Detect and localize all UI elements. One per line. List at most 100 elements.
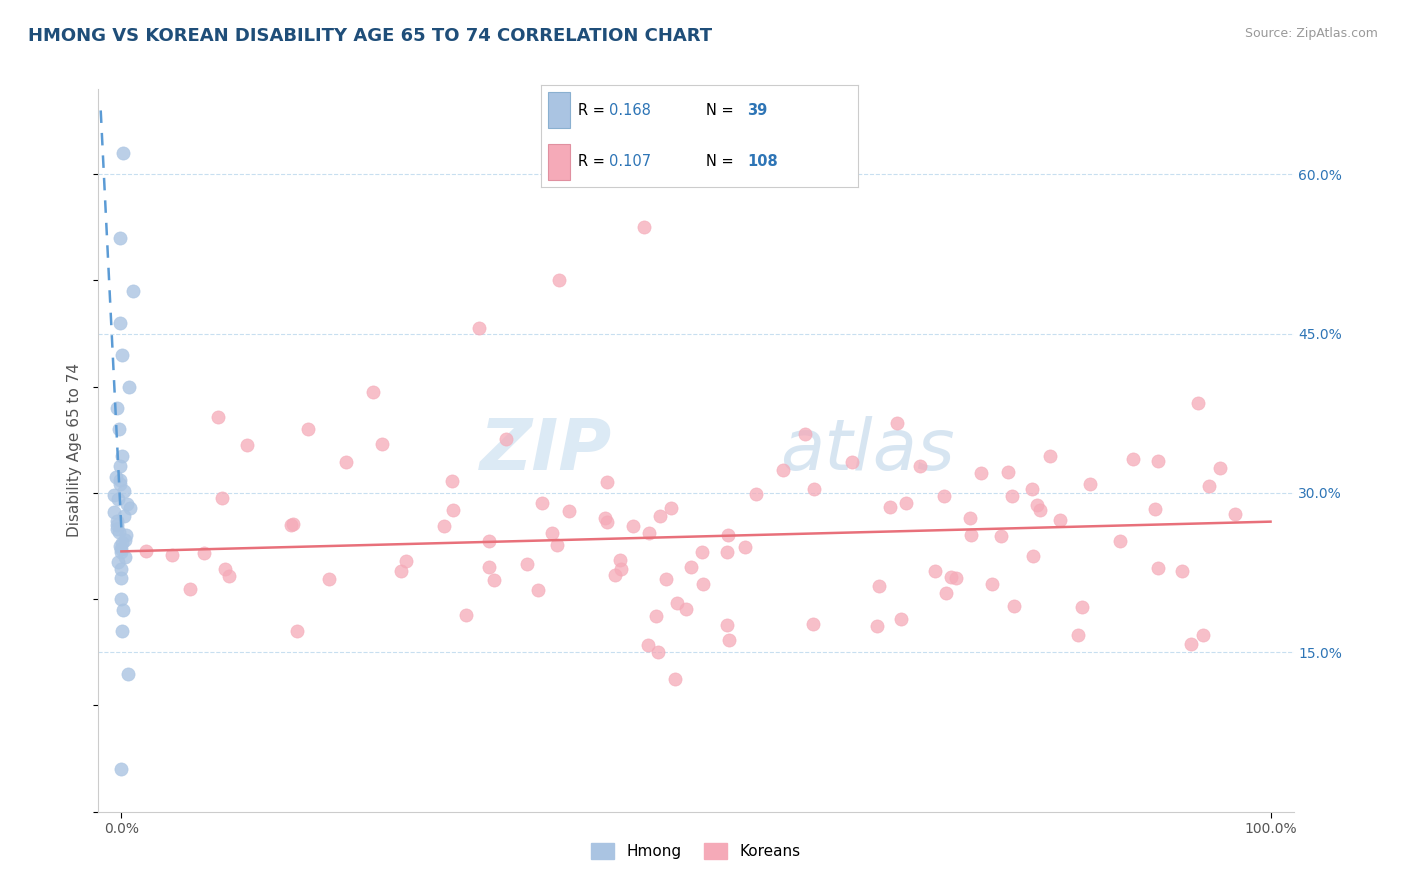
Point [866, 619, 889, 633]
Point [1122, 451, 1144, 466]
Point [717, 528, 740, 542]
Point [236, 438, 259, 452]
Point [1071, 599, 1094, 614]
Point [218, 569, 240, 583]
Point [1180, 637, 1202, 651]
Text: ZIP: ZIP [479, 416, 613, 485]
Point [433, 518, 456, 533]
Point [135, 544, 157, 558]
Point [1039, 449, 1062, 463]
Point [108, 477, 131, 491]
Text: 39: 39 [747, 103, 768, 118]
Point [108, 525, 131, 540]
Point [638, 525, 661, 540]
Point [879, 500, 901, 515]
Text: R =: R = [578, 103, 605, 118]
Point [193, 545, 215, 559]
Point [970, 467, 993, 481]
Point [112, 509, 135, 524]
Point [910, 458, 932, 473]
Point [516, 557, 538, 571]
Point [1109, 533, 1132, 548]
Point [745, 487, 768, 501]
Point [886, 416, 908, 430]
Point [441, 502, 464, 516]
Point [894, 496, 917, 510]
Point [621, 519, 644, 533]
Point [1143, 501, 1166, 516]
Point [793, 426, 815, 441]
Point [107, 492, 129, 507]
Point [160, 548, 183, 562]
Point [454, 607, 477, 622]
Legend: Hmong, Koreans: Hmong, Koreans [585, 838, 807, 865]
Point [207, 409, 229, 424]
Point [478, 560, 501, 574]
Point [114, 549, 136, 564]
Point [633, 220, 655, 235]
Point [665, 596, 688, 610]
Y-axis label: Disability Age 65 to 74: Disability Age 65 to 74 [67, 363, 83, 538]
Point [103, 505, 125, 519]
Point [111, 536, 134, 550]
Point [659, 501, 682, 516]
Point [939, 570, 962, 584]
Point [1187, 396, 1209, 410]
Bar [548, 93, 569, 128]
Point [103, 488, 125, 502]
Point [596, 515, 619, 529]
Point [645, 608, 668, 623]
Point [960, 527, 983, 541]
Point [935, 585, 957, 599]
Point [1002, 599, 1025, 613]
Point [115, 528, 138, 542]
Point [105, 514, 128, 528]
Point [664, 672, 686, 686]
Point [990, 529, 1012, 543]
Point [112, 145, 135, 160]
Point [593, 510, 616, 524]
Point [371, 437, 394, 451]
Point [1192, 628, 1215, 642]
Point [285, 624, 308, 639]
Point [681, 559, 703, 574]
Point [118, 500, 141, 515]
Point [110, 542, 132, 557]
Text: R =: R = [578, 154, 605, 169]
Text: N =: N = [706, 103, 734, 118]
Text: 0.107: 0.107 [609, 154, 651, 169]
Point [495, 433, 517, 447]
Point [924, 564, 946, 578]
Point [110, 473, 132, 487]
Point [1029, 503, 1052, 517]
Point [108, 459, 131, 474]
Point [318, 572, 340, 586]
Text: Source: ZipAtlas.com: Source: ZipAtlas.com [1244, 27, 1378, 40]
Point [650, 508, 672, 523]
Point [107, 422, 129, 436]
Point [609, 552, 631, 566]
Point [803, 482, 825, 496]
Point [1067, 628, 1090, 642]
Text: 108: 108 [747, 154, 778, 169]
Point [841, 455, 863, 469]
Point [179, 582, 201, 596]
Point [647, 644, 669, 658]
Point [692, 577, 714, 591]
Point [107, 555, 129, 569]
Point [890, 612, 912, 626]
Bar [548, 144, 569, 179]
Point [105, 401, 128, 415]
Point [675, 602, 697, 616]
Point [111, 348, 134, 362]
Point [110, 562, 132, 576]
Point [548, 273, 571, 287]
Point [110, 545, 132, 559]
Point [214, 562, 236, 576]
Point [945, 570, 967, 584]
Point [111, 449, 134, 463]
Point [1078, 476, 1101, 491]
Point [335, 455, 357, 469]
Point [981, 576, 1004, 591]
Point [637, 638, 659, 652]
